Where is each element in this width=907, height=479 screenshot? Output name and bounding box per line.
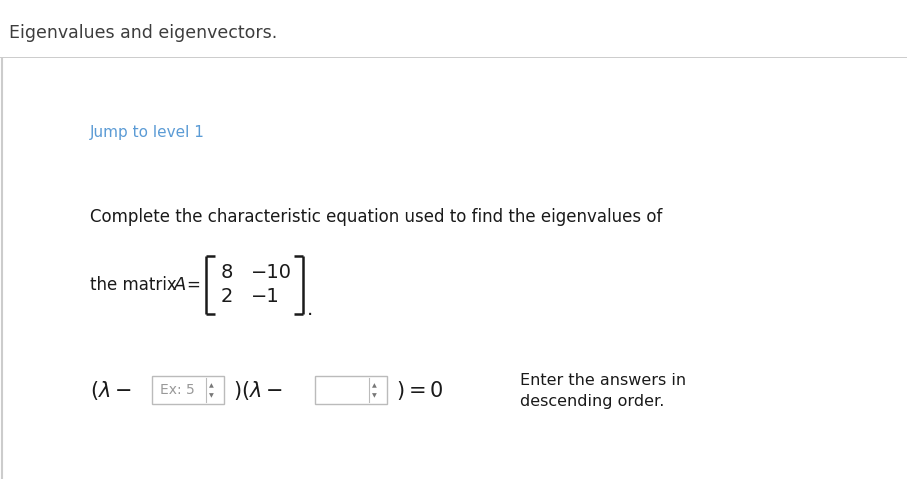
Text: ▲: ▲ xyxy=(209,383,213,388)
Text: Complete the characteristic equation used to find the eigenvalues of: Complete the characteristic equation use… xyxy=(90,208,662,226)
Text: the matrix: the matrix xyxy=(90,275,182,294)
Text: $(\lambda -$: $(\lambda -$ xyxy=(90,379,132,402)
Text: $) = 0$: $) = 0$ xyxy=(396,379,444,402)
Text: descending order.: descending order. xyxy=(520,394,664,409)
FancyBboxPatch shape xyxy=(152,376,224,404)
Text: Eigenvalues and eigenvectors.: Eigenvalues and eigenvectors. xyxy=(9,24,278,42)
Text: −1: −1 xyxy=(251,287,279,306)
Text: .: . xyxy=(307,300,313,319)
FancyBboxPatch shape xyxy=(315,376,387,404)
Text: ▼: ▼ xyxy=(372,393,376,398)
Text: =: = xyxy=(186,275,200,294)
Text: Ex: 5: Ex: 5 xyxy=(160,383,195,397)
Text: 8: 8 xyxy=(221,263,233,282)
Text: ▲: ▲ xyxy=(372,383,376,388)
Text: 2: 2 xyxy=(221,287,233,306)
Text: ▼: ▼ xyxy=(209,393,213,398)
Text: Jump to level 1: Jump to level 1 xyxy=(90,125,205,140)
Text: Enter the answers in: Enter the answers in xyxy=(520,373,686,388)
Text: −10: −10 xyxy=(251,263,292,282)
Text: $)(\lambda -$: $)(\lambda -$ xyxy=(233,379,283,402)
Text: $\mathit{A}$: $\mathit{A}$ xyxy=(173,275,187,294)
